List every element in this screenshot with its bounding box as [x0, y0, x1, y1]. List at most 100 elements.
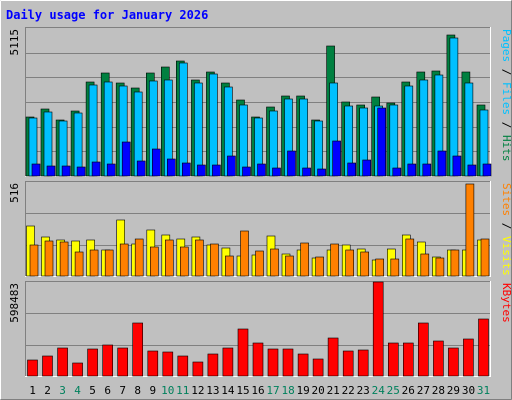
bar-sites [210, 243, 219, 277]
chart-panels: 5115 Pages / Files / Hits 516 Sites / Visit… [8, 27, 512, 377]
bar-kbytes [312, 358, 324, 377]
bar-pages [227, 155, 236, 177]
bar-sites [405, 238, 415, 277]
y-label-part: / [500, 216, 512, 236]
bar-pages [31, 163, 41, 177]
bar-kbytes [42, 355, 53, 377]
bar-kbytes [27, 359, 38, 377]
bar-kbytes [282, 348, 294, 377]
bar-kbytes [463, 338, 474, 377]
bar-sites [44, 240, 54, 277]
x-tick-label: 7 [119, 384, 126, 397]
x-axis-labels: 1 2 3 4 5 6 7 8 9 10 11 12 13 14 15 16 17 18 19 20 21 22 23 24 2… [29, 384, 490, 397]
bar-sites [29, 244, 39, 277]
bar-kbytes [387, 342, 399, 377]
bar-pages [212, 164, 221, 177]
x-tick-label: 20 [311, 384, 324, 397]
bar-pages [76, 166, 86, 177]
bar-pages [257, 163, 266, 177]
bar-kbytes [237, 328, 249, 377]
bar-kbytes [372, 281, 384, 377]
x-tick-label: 15 [236, 384, 249, 397]
bar-files [269, 110, 278, 177]
x-tick-label: 14 [221, 384, 235, 397]
bar-sites [345, 249, 355, 277]
bar-sites [390, 258, 400, 277]
bar-kbytes [417, 322, 429, 377]
bar-kbytes [342, 350, 354, 377]
bar-pages [167, 158, 176, 177]
bar-files [314, 120, 323, 177]
bar-files [73, 112, 83, 177]
bar-pages [46, 165, 56, 177]
x-tick-label: 27 [417, 384, 430, 397]
y-label-part: Sites [500, 183, 512, 216]
bar-files [209, 73, 218, 177]
bar-sites [450, 249, 460, 277]
y-label-part: Pages [500, 29, 512, 62]
x-tick-label: 30 [462, 384, 475, 397]
y-axis-label: Sites / Visits [500, 183, 512, 276]
bar-sites [119, 243, 129, 277]
bar-pages [61, 165, 71, 177]
bar-pages [347, 162, 357, 177]
bar-kbytes [87, 348, 98, 377]
bar-sites [420, 253, 430, 277]
x-tick-label: 19 [296, 384, 309, 397]
bar-kbytes [177, 355, 189, 377]
bar-pages [422, 163, 432, 177]
bar-pages [377, 107, 387, 177]
bar-sites [240, 230, 249, 277]
y-axis-label: KBytes [500, 283, 512, 323]
x-tick-label: 26 [402, 384, 415, 397]
bar-pages [302, 167, 311, 177]
bar-sites [150, 246, 159, 277]
bar-kbytes [207, 353, 219, 377]
panel-top: 5115 Pages / Files / Hits [8, 27, 512, 177]
x-tick-label: 6 [104, 384, 111, 397]
x-tick-label: 16 [251, 384, 264, 397]
bar-pages [332, 140, 341, 177]
x-tick-label: 3 [59, 384, 66, 397]
bar-files [449, 37, 459, 177]
bar-files [194, 82, 203, 177]
bar-sites [255, 250, 264, 277]
bar-pages [121, 141, 131, 177]
bar-files [464, 82, 474, 177]
bar-files [299, 98, 308, 177]
bar-sites [74, 251, 84, 277]
bar-files [404, 85, 414, 177]
x-tick-label: 23 [357, 384, 370, 397]
x-tick-label: 2 [44, 384, 51, 397]
bar-kbytes [252, 342, 264, 377]
bar-files [239, 104, 248, 177]
bar-sites [330, 243, 339, 277]
bar-pages [106, 163, 116, 177]
bar-kbytes [357, 349, 369, 377]
panel-middle: 516 Sites / Visits [8, 181, 512, 277]
bar-kbytes [192, 361, 204, 377]
x-tick-label: 24 [372, 384, 386, 397]
bar-kbytes [132, 322, 143, 377]
bar-kbytes [57, 347, 68, 377]
bar-sites [465, 183, 475, 277]
bar-sites [300, 242, 309, 277]
x-tick-label: 21 [327, 384, 340, 397]
bar-kbytes [162, 351, 174, 377]
x-tick-label: 10 [161, 384, 174, 397]
y-label-part: Hits [500, 135, 512, 162]
bar-sites [375, 258, 385, 277]
bar-sites [134, 238, 144, 277]
y-label-part: KBytes [500, 283, 512, 323]
bar-pages [482, 163, 492, 177]
y-label-part: Files [500, 82, 512, 115]
bar-sites [195, 239, 204, 277]
bar-pages [272, 167, 281, 177]
bar-files [389, 104, 399, 177]
bar-sites [435, 257, 445, 277]
bar-sites [180, 246, 189, 277]
panel-bottom: 598483 KBytes [8, 281, 512, 377]
bar-pages [197, 164, 206, 177]
bar-pages [136, 160, 146, 177]
